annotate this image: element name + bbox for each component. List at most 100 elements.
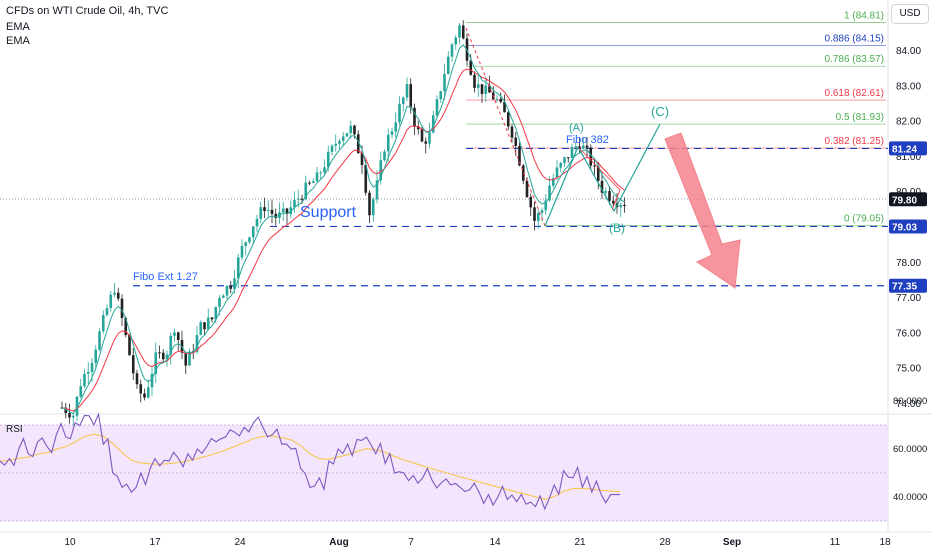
candle-body	[409, 84, 413, 108]
fib-label: 0.886 (84.15)	[825, 34, 885, 45]
rsi-tick-label: 80.0000	[893, 396, 927, 407]
candle-body	[176, 332, 180, 341]
candle-body	[169, 335, 173, 355]
fib-label: 0.382 (81.25)	[825, 136, 885, 147]
candle-body	[214, 307, 218, 320]
time-tick-label: 21	[574, 537, 586, 548]
candle-body	[64, 407, 68, 414]
candle-body	[255, 218, 259, 227]
candle-body	[83, 373, 86, 387]
candle-body	[364, 165, 368, 193]
candle-body	[244, 242, 248, 246]
candle-body	[330, 145, 334, 152]
candle-body	[533, 207, 536, 221]
candle-body	[71, 415, 75, 418]
rsi-line	[0, 412, 620, 511]
price-tag-box	[889, 278, 927, 293]
candle-body	[566, 157, 570, 159]
candle-body	[334, 143, 338, 146]
candle-body	[386, 134, 390, 152]
price-tags: 81.24 79.03 77.35 79.80	[889, 141, 927, 293]
candle-body	[173, 332, 176, 336]
candle-body	[360, 153, 364, 166]
price-tag-box	[889, 192, 927, 207]
ema-fast-line	[61, 44, 625, 414]
candle-body	[105, 308, 109, 316]
candle-body	[420, 129, 424, 142]
candle-body	[521, 165, 525, 181]
candle-body	[563, 157, 566, 163]
time-tick-label: Aug	[329, 537, 348, 548]
fib-label: 1 (84.81)	[844, 10, 884, 21]
candle-body	[236, 257, 240, 279]
candle-body	[285, 208, 289, 215]
candle-body	[484, 85, 488, 94]
candle-body	[109, 294, 113, 309]
candle-body	[94, 349, 98, 363]
ema-slow-line	[61, 68, 625, 412]
candle-body	[263, 207, 266, 212]
candle-body	[311, 181, 315, 183]
candle-body	[488, 85, 491, 93]
candle-body	[398, 103, 401, 123]
candle-body	[341, 136, 345, 141]
candle-body	[503, 101, 506, 113]
candle-body	[221, 295, 225, 298]
candle-body	[240, 245, 244, 258]
candle-body	[544, 200, 548, 211]
time-tick-label: 11	[830, 537, 841, 548]
candle-body	[308, 182, 311, 184]
candle-body	[600, 180, 604, 193]
candle-body	[251, 226, 255, 238]
candle-body	[458, 25, 461, 38]
wave-projection	[544, 123, 661, 227]
candle-body	[439, 91, 443, 100]
time-tick-label: Sep	[723, 537, 741, 548]
time-tick-label: 18	[879, 537, 891, 548]
price-tick-label: 74.00	[896, 399, 921, 410]
candle-body	[394, 122, 398, 132]
candle-body	[293, 199, 296, 208]
candle-body	[536, 213, 540, 221]
time-tick-label: 7	[408, 537, 414, 548]
candle-body	[68, 413, 71, 418]
candle-body	[416, 126, 420, 130]
candle-body	[158, 352, 161, 354]
candle-body	[570, 147, 574, 158]
time-tick-label: 14	[489, 537, 501, 548]
price-tag-label: 81.24	[892, 144, 917, 155]
price-tag-label: 79.03	[892, 222, 917, 233]
candle-body	[480, 84, 484, 94]
candle-body	[345, 133, 349, 137]
candle-body	[315, 172, 319, 182]
candle-body	[540, 210, 544, 214]
candle-body	[154, 352, 158, 374]
indicator-ema-1[interactable]: EMA	[6, 21, 30, 33]
rsi-tick-label: 60.0000	[893, 444, 927, 455]
candle-body	[476, 84, 480, 88]
time-tick-label: 28	[659, 537, 671, 548]
candle-body	[296, 198, 300, 200]
candle-body	[75, 396, 79, 416]
candle-body	[338, 140, 341, 144]
candle-body	[525, 180, 529, 197]
currency-button[interactable]: USD	[891, 4, 929, 24]
candle-body	[368, 192, 371, 216]
price-tick-label: 82.00	[896, 117, 921, 128]
candle-body	[424, 141, 428, 144]
candle-body	[86, 371, 90, 374]
candle-body	[349, 125, 353, 134]
candle-body	[188, 351, 191, 366]
candle-body	[431, 115, 435, 133]
candle-body	[499, 98, 503, 102]
candle-body	[435, 99, 439, 116]
candle-body	[281, 208, 285, 213]
fib-label: 0.5 (81.93)	[836, 112, 884, 123]
candle-body	[379, 160, 383, 181]
price-tag-box	[889, 141, 927, 156]
candle-body	[259, 207, 263, 219]
indicator-ema-2[interactable]: EMA	[6, 35, 30, 47]
candle-body	[139, 384, 143, 394]
wave-b-label: (B)	[609, 221, 625, 235]
